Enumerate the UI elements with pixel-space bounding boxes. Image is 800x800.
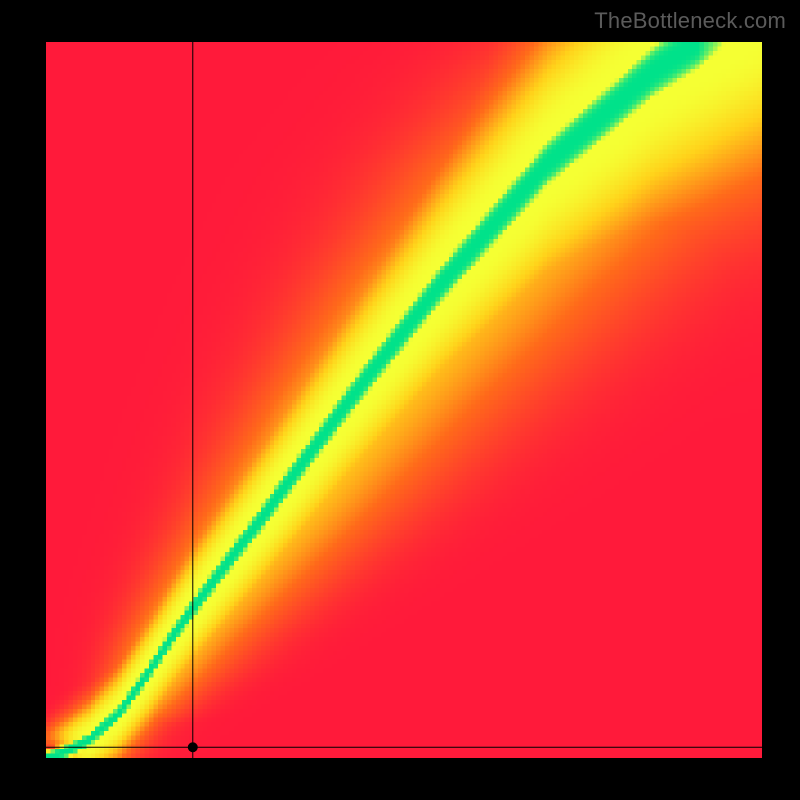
watermark-text: TheBottleneck.com xyxy=(594,8,786,34)
bottleneck-heatmap xyxy=(46,42,762,758)
chart-root: TheBottleneck.com xyxy=(0,0,800,800)
